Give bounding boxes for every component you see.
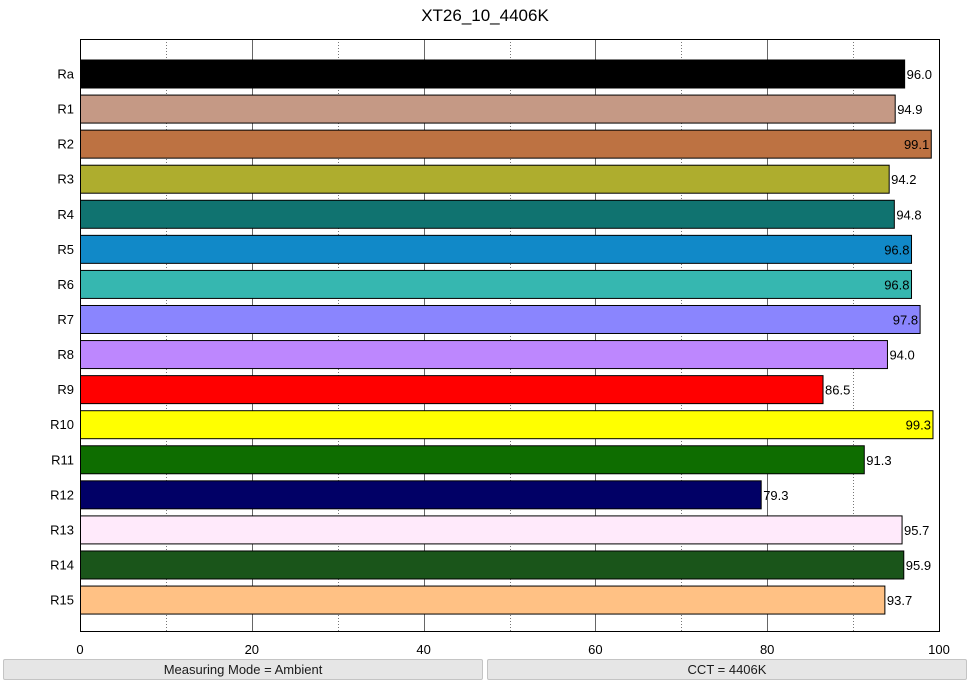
value-label: 94.8	[896, 207, 921, 222]
value-label: 99.1	[904, 137, 929, 152]
value-label: 95.9	[906, 558, 931, 573]
bar-r9	[80, 375, 824, 405]
bar-r7	[80, 304, 921, 334]
category-label: R13	[50, 522, 74, 537]
category-label: R6	[57, 277, 74, 292]
category-label: R8	[57, 347, 74, 362]
value-label: 93.7	[887, 593, 912, 608]
value-label: 96.8	[884, 277, 909, 292]
bar-r13	[80, 515, 903, 545]
cct-status: CCT = 4406K	[487, 659, 967, 680]
bar-r3	[80, 164, 890, 194]
status-bar: Measuring Mode = Ambient CCT = 4406K	[0, 659, 970, 683]
category-label: R11	[51, 452, 74, 467]
value-label: 95.7	[904, 523, 929, 538]
value-label: 99.3	[906, 418, 931, 433]
value-label: 91.3	[866, 453, 891, 468]
category-label: R3	[57, 172, 74, 187]
category-label: R4	[57, 207, 74, 222]
x-tick-label: 20	[245, 642, 259, 657]
value-label: 86.5	[825, 383, 850, 398]
x-tick-label: 80	[760, 642, 774, 657]
value-label: 96.8	[884, 242, 909, 257]
bar-r4	[80, 199, 895, 229]
category-label: R1	[57, 102, 74, 117]
plot-frame	[80, 39, 940, 632]
value-label: 94.2	[891, 172, 916, 187]
bar-ra	[80, 59, 906, 89]
bar-r12	[80, 480, 762, 510]
bars: Ra 96.0 R1 94.9 R2 99.1 R3 94.2 R4 94.8 R5 96.8 R6 96…	[50, 59, 934, 615]
category-label: R15	[50, 593, 74, 608]
bar-r10	[80, 410, 934, 440]
bar-r1	[80, 94, 896, 124]
x-tick-label: 100	[928, 642, 950, 657]
bar-r5	[80, 234, 913, 264]
chart-title: XT26_10_4406K	[421, 6, 549, 25]
value-label: 96.0	[907, 67, 932, 82]
category-label: Ra	[57, 67, 74, 82]
axis-ticks: 0 20 40 60 80 100	[76, 642, 949, 657]
bar-r2	[80, 129, 932, 159]
category-label: R14	[50, 557, 74, 572]
bar-chart: Ra 96.0 R1 94.9 R2 99.1 R3 94.2 R4 94.8 R5 96.8 R6 96…	[50, 39, 950, 657]
category-label: R9	[57, 382, 74, 397]
bar-r11	[80, 445, 865, 475]
x-tick-label: 60	[588, 642, 602, 657]
measuring-mode-status: Measuring Mode = Ambient	[3, 659, 483, 680]
value-label: 79.3	[763, 488, 788, 503]
category-label: R5	[57, 242, 74, 257]
category-label: R2	[57, 137, 74, 152]
bar-r15	[80, 585, 886, 615]
category-label: R10	[50, 417, 74, 432]
category-label: R7	[57, 312, 74, 327]
value-label: 94.0	[889, 348, 914, 363]
category-label: R12	[50, 487, 74, 502]
bar-r8	[80, 340, 888, 370]
bar-r14	[80, 550, 905, 580]
x-tick-label: 0	[76, 642, 83, 657]
value-label: 97.8	[893, 312, 918, 327]
x-tick-label: 40	[416, 642, 430, 657]
value-label: 94.9	[897, 102, 922, 117]
bar-r6	[80, 269, 913, 299]
